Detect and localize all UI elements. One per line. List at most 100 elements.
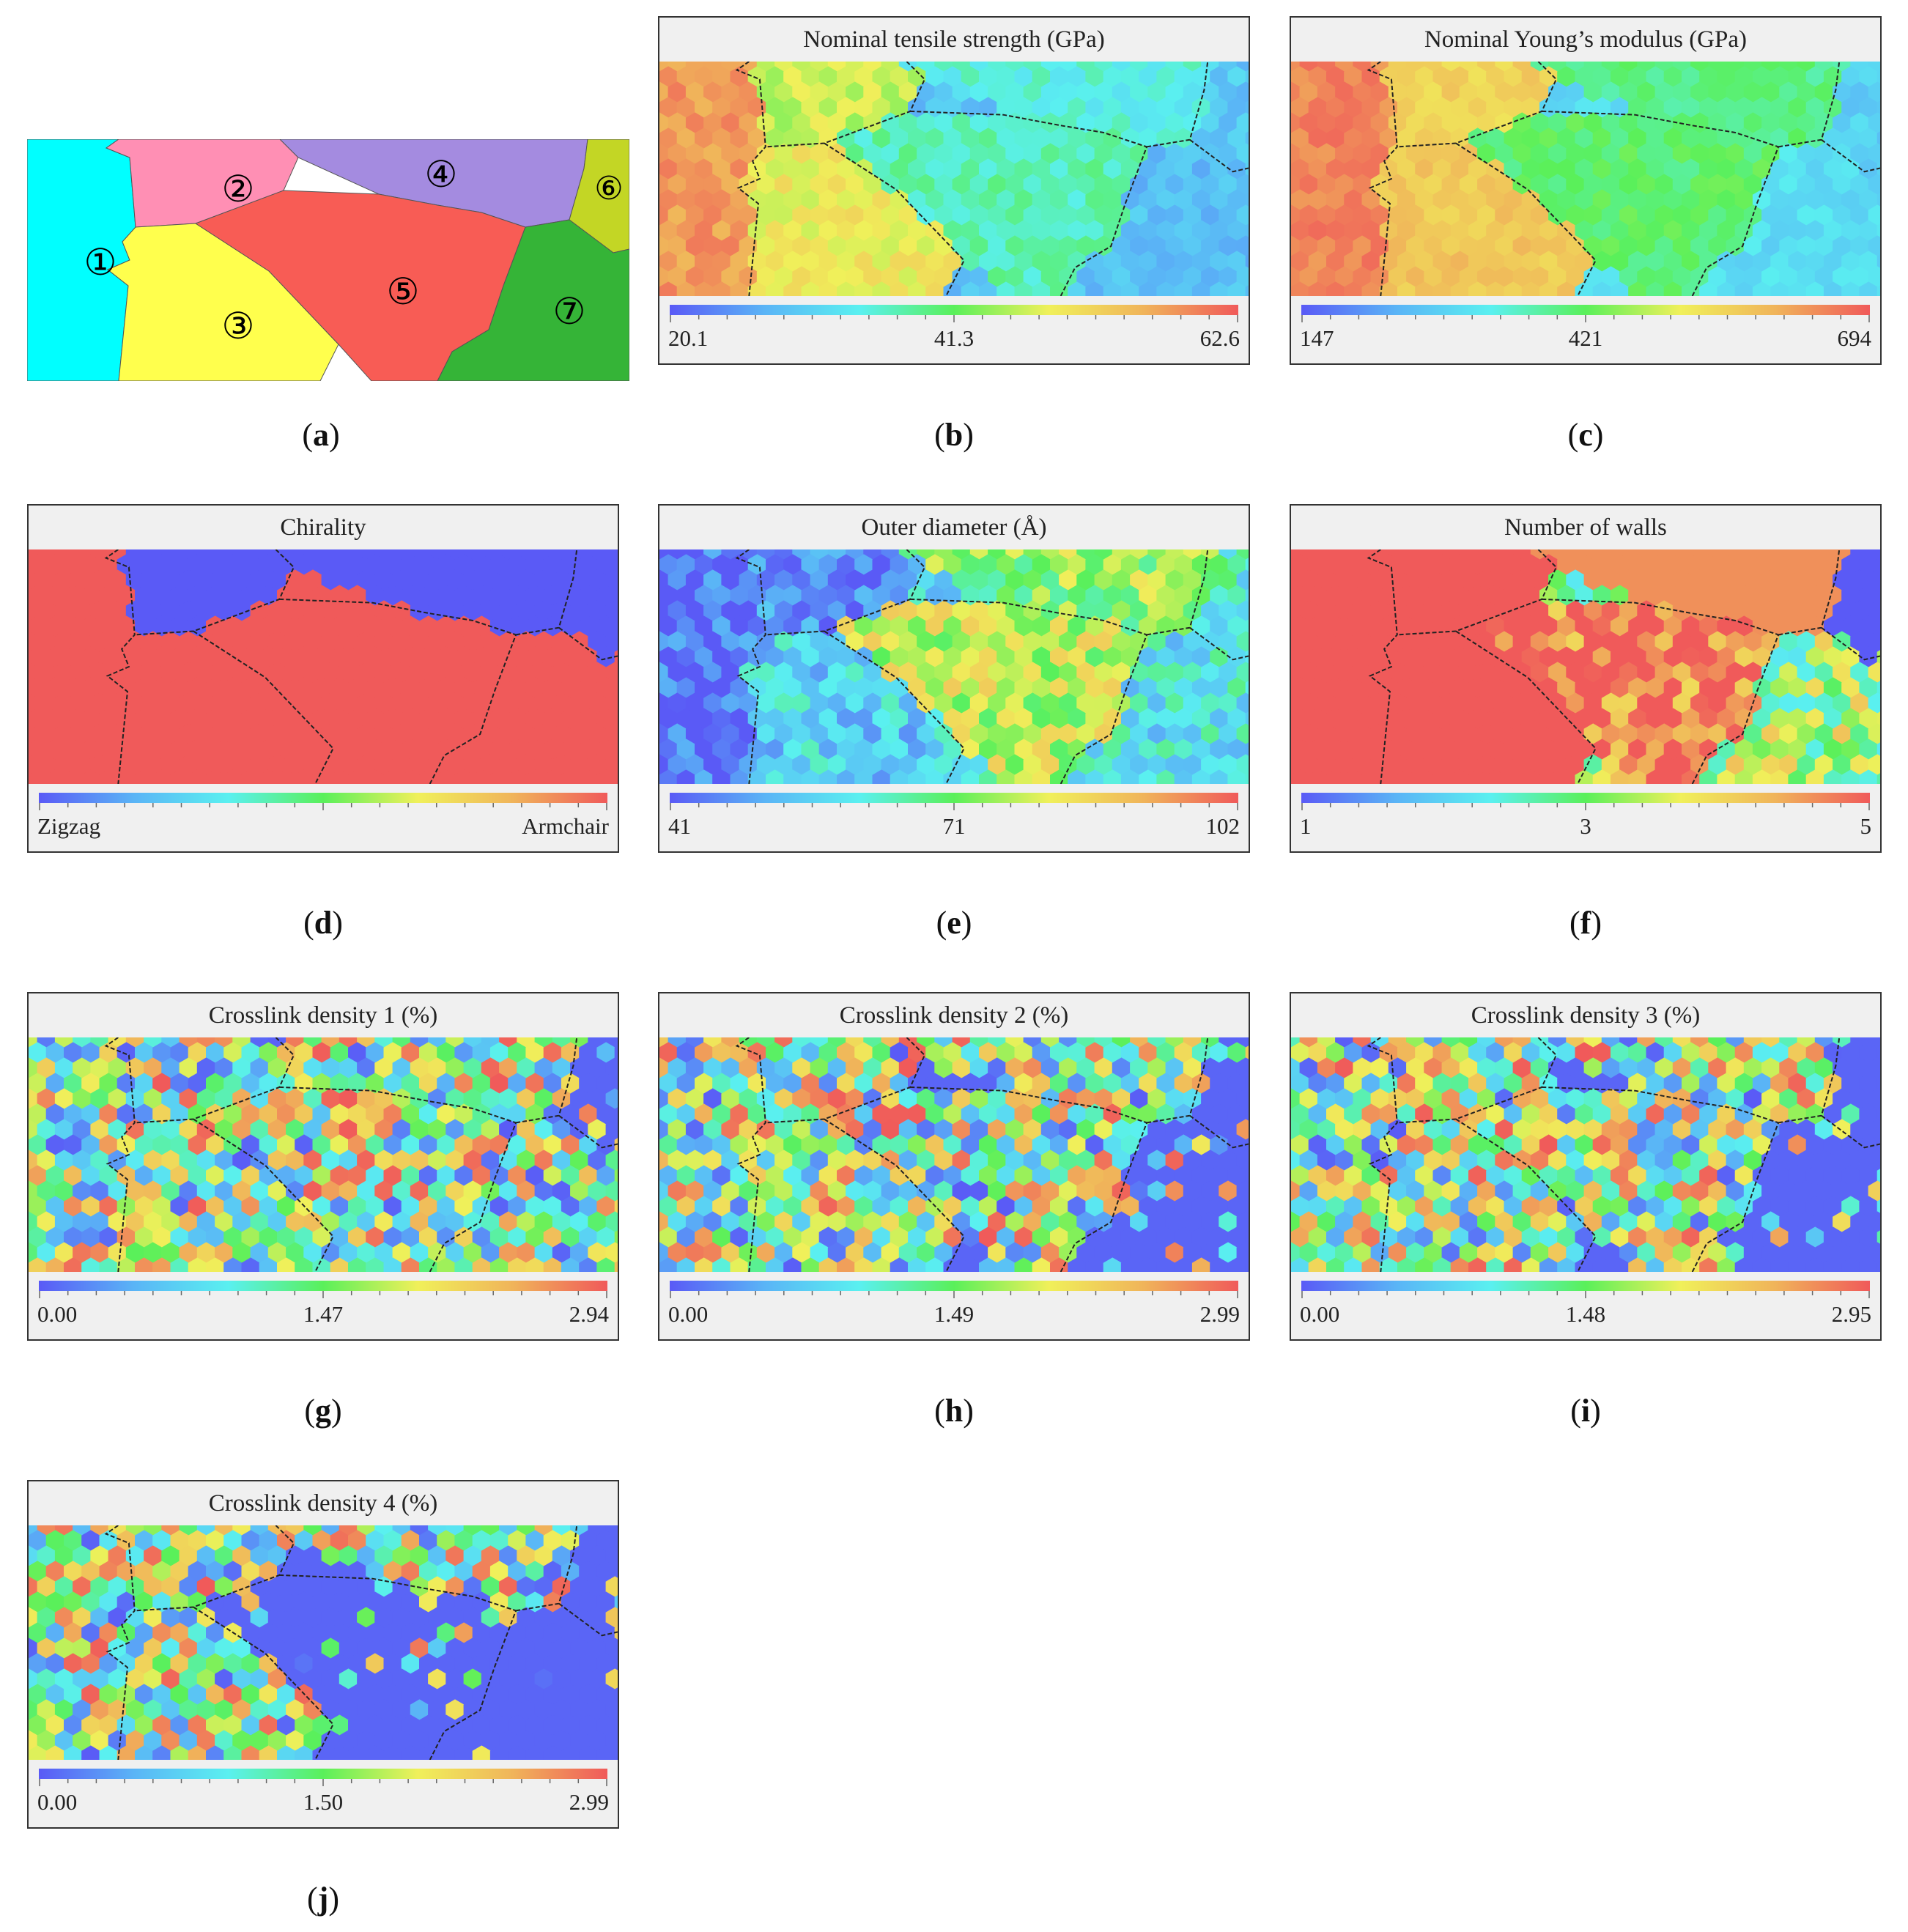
- map-cell: [1005, 569, 1024, 591]
- map-cell: [489, 554, 509, 576]
- map-cell: [1752, 585, 1772, 607]
- map-cell: [1353, 235, 1372, 257]
- map-cell: [543, 1226, 562, 1248]
- map-cell: [1663, 677, 1682, 699]
- map-cell: [29, 615, 47, 637]
- map-cell: [1601, 112, 1621, 134]
- map-cell: [1219, 692, 1238, 714]
- map-cell: [125, 1242, 145, 1264]
- map-cell: [366, 1196, 385, 1218]
- map-cell: [1876, 193, 1880, 207]
- map-cell: [1139, 127, 1158, 149]
- map-cell: [1530, 1242, 1550, 1264]
- map-cell: [1726, 266, 1745, 288]
- map-cell: [1504, 1073, 1523, 1095]
- map-cell: [1583, 1211, 1602, 1233]
- map-cell: [1859, 1103, 1878, 1125]
- map-cell: [108, 1211, 127, 1233]
- map-cell: [437, 585, 456, 607]
- map-cell: [1120, 97, 1140, 119]
- map-cell: [1236, 1037, 1249, 1048]
- map-cell: [1156, 97, 1175, 119]
- map-cell: [1521, 1196, 1540, 1218]
- map-cell: [179, 1180, 198, 1202]
- map-cell: [1361, 646, 1380, 668]
- map-cell: [1539, 220, 1558, 242]
- map-cell: [1504, 251, 1523, 273]
- map-cell: [854, 1196, 873, 1218]
- map-cell: [1601, 1242, 1621, 1264]
- grain-boundary: [104, 549, 136, 784]
- map-cell: [499, 723, 518, 745]
- map-cell: [1432, 1134, 1452, 1156]
- map-cell: [1539, 281, 1558, 296]
- map-cell: [943, 677, 962, 699]
- map-cell: [366, 1134, 385, 1156]
- map-cell: [1637, 1150, 1656, 1172]
- map-cell: [1094, 754, 1113, 776]
- map-cell: [952, 1057, 971, 1079]
- map-cell: [579, 1196, 598, 1218]
- map-cell: [1120, 585, 1140, 607]
- map-cell: [881, 1057, 900, 1079]
- map-cell: [1539, 1226, 1558, 1248]
- map-cell: [179, 569, 198, 591]
- map-cell: [872, 1134, 891, 1156]
- map-cell: [996, 1103, 1016, 1125]
- map-cell: [144, 600, 163, 622]
- map-cell: [1317, 174, 1336, 196]
- map-cell: [1174, 585, 1193, 607]
- map-cell: [1619, 723, 1638, 745]
- map-cell: [659, 220, 678, 242]
- map-cell: [445, 692, 465, 714]
- map-cell: [489, 739, 509, 760]
- map-cell: [863, 723, 882, 745]
- map-cell: [357, 1150, 376, 1172]
- map-cell: [774, 600, 794, 622]
- map-cell: [312, 1134, 331, 1156]
- map-cell: [676, 1073, 695, 1095]
- map-cell: [1291, 677, 1309, 699]
- map-cell: [747, 127, 766, 149]
- panel-e: Outer diameter (Å) 41 71 102: [658, 504, 1250, 853]
- map-cell: [712, 97, 731, 119]
- map-cell: [1592, 554, 1611, 576]
- map-cell: [152, 1042, 171, 1064]
- map-cell: [472, 708, 491, 730]
- map-cell: [1130, 662, 1149, 684]
- map-cell: [428, 692, 447, 714]
- map-cell: [943, 739, 962, 760]
- map-cell: [1415, 281, 1434, 296]
- map-cell: [64, 1196, 83, 1218]
- map-cell: [54, 600, 74, 622]
- map-cell: [1717, 677, 1736, 699]
- map-cell: [872, 769, 891, 784]
- map-cell: [277, 739, 296, 760]
- map-cell: [152, 769, 171, 784]
- map-cell: [1210, 708, 1229, 730]
- map-cell: [1335, 235, 1354, 257]
- map-cell: [588, 723, 607, 745]
- map-cell: [1183, 174, 1202, 196]
- map-cell: [1291, 1257, 1309, 1272]
- map-cell: [1112, 235, 1131, 257]
- map-cell: [366, 1226, 385, 1248]
- map-cell: [1335, 1057, 1354, 1079]
- map-cell: [99, 769, 118, 784]
- map-cell: [659, 251, 678, 273]
- map-cell: [739, 1119, 758, 1141]
- map-cell: [1450, 677, 1469, 699]
- map-cell: [1512, 662, 1531, 684]
- map-cell: [810, 174, 829, 196]
- map-cell: [1699, 1103, 1718, 1125]
- map-cell: [1353, 1037, 1372, 1048]
- map-cell: [1805, 158, 1824, 180]
- map-cell: [1094, 143, 1113, 165]
- map-cell: [908, 554, 927, 576]
- map-cell: [668, 1119, 687, 1141]
- map-cell: [996, 646, 1016, 668]
- map-cell: [1317, 631, 1336, 653]
- map-cell: [988, 1242, 1007, 1264]
- caption-paren: ): [1591, 905, 1602, 941]
- map-cell: [570, 1211, 589, 1233]
